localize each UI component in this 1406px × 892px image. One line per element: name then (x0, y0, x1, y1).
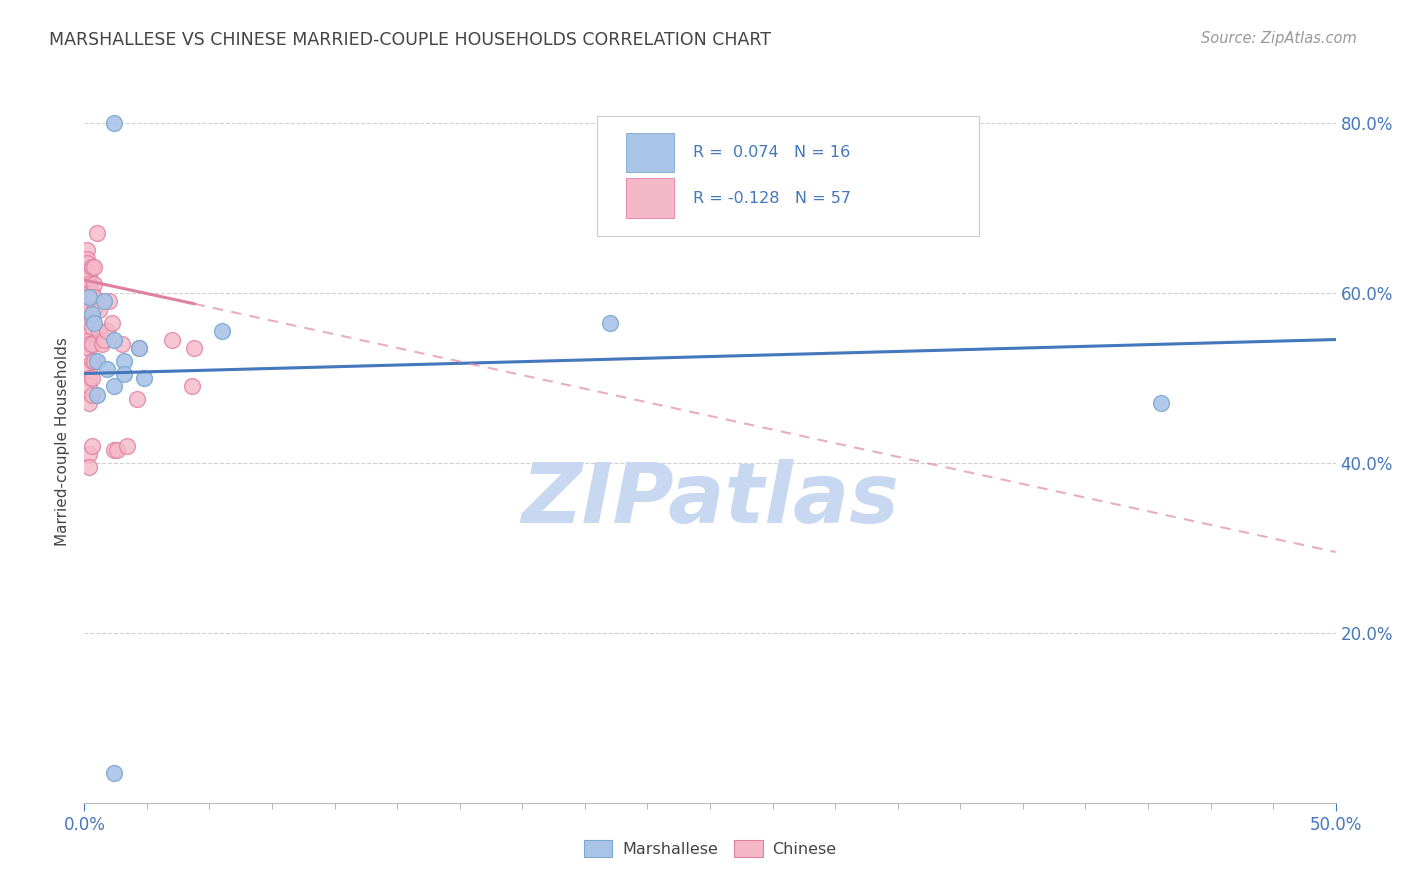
Point (80, 319, 103, 334)
Point (79, 379, 101, 393)
Point (103, 379, 125, 393)
Point (83, 302, 105, 317)
Point (80, 311, 103, 326)
Point (80, 388, 103, 402)
Point (79, 285, 101, 300)
Point (79, 371, 101, 385)
Point (83, 260, 105, 275)
Point (181, 379, 204, 393)
Point (89, 302, 111, 317)
Point (183, 341, 205, 355)
Point (79, 277, 101, 292)
Point (79, 302, 101, 317)
Point (76, 244, 98, 258)
Point (83, 316, 105, 330)
Point (128, 341, 150, 355)
Point (103, 333, 125, 347)
Y-axis label: Married-couple Households: Married-couple Households (55, 337, 70, 546)
Point (79, 290, 101, 304)
FancyBboxPatch shape (626, 133, 673, 172)
Point (98, 294, 121, 309)
Point (79, 396, 101, 410)
Point (134, 371, 156, 385)
Point (86, 353, 108, 368)
Text: ZIPatlas: ZIPatlas (522, 458, 898, 540)
Point (79, 333, 101, 347)
Point (86, 388, 108, 402)
Point (79, 341, 101, 355)
Point (79, 328, 101, 343)
Point (105, 443, 128, 458)
Point (103, 116, 125, 130)
Point (80, 353, 103, 368)
Point (79, 447, 101, 461)
Point (76, 302, 98, 317)
Point (96, 324, 118, 338)
Point (96, 362, 118, 376)
Point (76, 307, 98, 321)
Point (101, 316, 124, 330)
Point (79, 290, 101, 304)
FancyBboxPatch shape (626, 178, 673, 218)
Point (1149, 396, 1171, 410)
Point (125, 392, 148, 406)
Point (76, 264, 98, 278)
Point (76, 252, 98, 266)
Point (79, 362, 101, 376)
Point (80, 439, 103, 453)
Point (211, 324, 233, 338)
Point (83, 277, 105, 292)
Point (128, 341, 150, 355)
Point (80, 307, 103, 321)
Point (599, 316, 621, 330)
Point (112, 353, 135, 368)
Point (83, 290, 105, 304)
Text: Source: ZipAtlas.com: Source: ZipAtlas.com (1201, 31, 1357, 46)
Point (86, 227, 108, 241)
Point (93, 333, 115, 347)
Point (76, 273, 98, 287)
Text: R =  0.074   N = 16: R = 0.074 N = 16 (693, 145, 849, 160)
Point (111, 336, 134, 351)
Point (80, 260, 103, 275)
Point (79, 460, 101, 475)
Point (89, 324, 111, 338)
Point (115, 439, 138, 453)
Legend: Marshallese, Chinese: Marshallese, Chinese (578, 834, 842, 863)
Point (80, 371, 103, 385)
Text: MARSHALLESE VS CHINESE MARRIED-COUPLE HOUSEHOLDS CORRELATION CHART: MARSHALLESE VS CHINESE MARRIED-COUPLE HO… (49, 31, 772, 49)
Point (93, 294, 115, 309)
Point (83, 353, 105, 368)
Point (103, 766, 125, 780)
Point (79, 336, 101, 351)
Point (112, 367, 135, 381)
Point (76, 290, 98, 304)
Point (79, 311, 101, 326)
Point (80, 285, 103, 300)
Text: R = -0.128   N = 57: R = -0.128 N = 57 (693, 191, 851, 205)
Point (90, 336, 112, 351)
Point (79, 268, 101, 283)
Point (80, 336, 103, 351)
FancyBboxPatch shape (598, 117, 979, 235)
Point (76, 294, 98, 309)
Point (103, 443, 125, 458)
Point (76, 285, 98, 300)
Point (160, 333, 183, 347)
Point (76, 256, 98, 270)
